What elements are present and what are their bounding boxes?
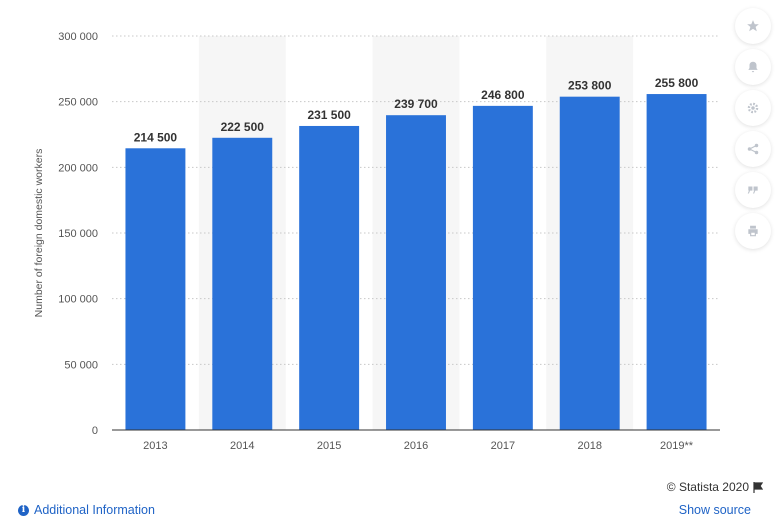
y-tick-label: 300 000: [58, 31, 98, 43]
y-tick-label: 0: [92, 425, 98, 437]
x-tick-label: 2017: [491, 440, 515, 452]
y-tick-label: 50 000: [64, 359, 98, 371]
bar[interactable]: [299, 125, 360, 431]
bar-value-label: 214 500: [134, 130, 178, 144]
credit-text: © Statista 2020: [666, 480, 749, 494]
show-source-label: Show source: [678, 503, 751, 517]
notification-button[interactable]: [735, 49, 771, 85]
y-tick-label: 100 000: [58, 294, 98, 306]
bar-value-label: 222 500: [221, 120, 265, 134]
credit: © Statista 2020: [667, 480, 763, 494]
bar-value-label: 239 700: [394, 97, 438, 111]
bar-value-label: 246 800: [481, 88, 525, 102]
cite-button[interactable]: [735, 172, 771, 208]
x-tick-label: 2019**: [660, 440, 694, 452]
x-tick-label: 2013: [143, 440, 167, 452]
share-icon: [747, 143, 759, 155]
additional-info-link[interactable]: i Additional Information: [18, 503, 155, 517]
bar[interactable]: [212, 137, 273, 431]
bar-value-label: 231 500: [307, 108, 351, 122]
bar[interactable]: [125, 148, 186, 431]
show-source-link[interactable]: Show source: [679, 503, 751, 517]
print-button[interactable]: [735, 213, 771, 249]
side-toolbar: [735, 8, 771, 249]
flag-icon: [753, 481, 763, 493]
settings-button[interactable]: [735, 90, 771, 126]
y-tick-label: 150 000: [58, 228, 98, 240]
y-tick-label: 200 000: [58, 162, 98, 174]
x-tick-label: 2018: [577, 440, 601, 452]
additional-info-label: Additional Information: [34, 503, 155, 517]
bar[interactable]: [386, 115, 446, 430]
bell-icon: [748, 61, 758, 73]
y-axis-label: Number of foreign domestic workers: [33, 149, 45, 318]
x-tick-label: 2014: [230, 440, 254, 452]
y-tick-label: 250 000: [58, 97, 98, 109]
info-icon: i: [18, 504, 29, 516]
bar-value-label: 253 800: [568, 79, 612, 93]
bar-chart: 0 50 000 100 000 150 000 200 000 250 000 300 0…: [33, 31, 720, 452]
bar[interactable]: [472, 105, 533, 431]
gear-icon: [747, 102, 759, 114]
bar[interactable]: [559, 96, 620, 431]
star-icon: [747, 20, 759, 32]
print-icon: [748, 225, 758, 237]
share-button[interactable]: [735, 131, 771, 167]
x-tick-label: 2016: [404, 440, 428, 452]
x-tick-label: 2015: [317, 440, 341, 452]
favorite-button[interactable]: [735, 8, 771, 44]
quote-icon: [747, 186, 758, 194]
bar[interactable]: [646, 94, 707, 431]
bar-value-label: 255 800: [655, 76, 699, 90]
